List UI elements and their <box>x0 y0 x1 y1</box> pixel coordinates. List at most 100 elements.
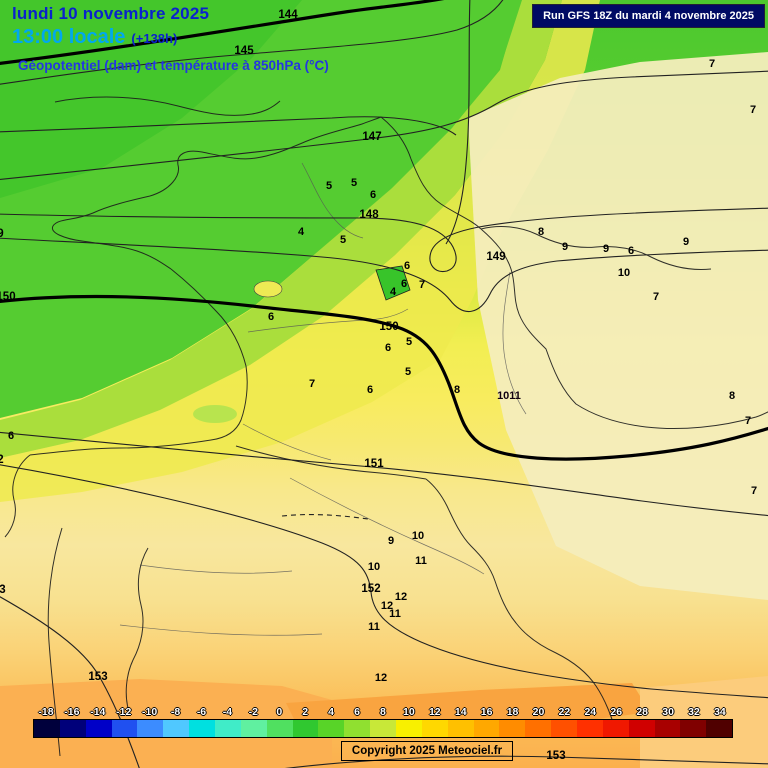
contour-153-south <box>284 755 768 768</box>
temperature-label: 9 <box>387 535 395 547</box>
temperature-label: 11 <box>415 555 427 567</box>
temperature-label: 7 <box>418 279 426 291</box>
colorbar-cell <box>680 720 707 737</box>
geopotential-contour-label: 152 <box>361 583 381 595</box>
colorbar-tick-label: 2 <box>302 706 309 718</box>
geopotential-contour-label: 149 <box>0 228 4 240</box>
temperature-label: 6 <box>7 430 15 442</box>
colorbar-cell <box>318 720 345 737</box>
colorbar-cell <box>628 720 655 737</box>
temperature-label: 6 <box>369 189 377 201</box>
colorbar-cell <box>34 720 60 737</box>
coast-spain-north <box>29 439 212 456</box>
colorbar-tick-label: 18 <box>506 706 519 718</box>
colorbar-tick-label: -16 <box>64 706 80 718</box>
colorbar-tick-label: -6 <box>196 706 207 718</box>
temperature-label: 7 <box>308 378 316 390</box>
contour-151 <box>0 431 768 517</box>
colorbar-tick-label: 10 <box>403 706 415 718</box>
temperature-label: 6 <box>384 342 392 354</box>
colorbar-tick-label: -18 <box>38 706 54 718</box>
colorbar-cell <box>137 720 164 737</box>
colorbar-cell <box>111 720 138 737</box>
temperature-label: 9 <box>682 236 690 248</box>
temperature-label: 5 <box>404 366 412 378</box>
temperature-label: 6 <box>403 260 411 272</box>
temperature-label: 11 <box>368 621 380 633</box>
river-rhone <box>502 271 527 415</box>
colorbar-cell <box>344 720 371 737</box>
border-france-east <box>380 116 482 230</box>
colorbar-cell <box>215 720 241 737</box>
temperature-label: 7 <box>744 415 752 427</box>
geopotential-contour-label: 150 <box>0 291 16 303</box>
temperature-label: 7 <box>749 104 757 116</box>
colorbar-tick-label: 22 <box>558 706 571 718</box>
colorbar-tick-label: 32 <box>688 706 700 718</box>
border-alps <box>480 226 712 270</box>
coast-atlantic <box>170 268 248 441</box>
geopotential-contour-label: 144 <box>278 9 298 21</box>
temperature-label: 6 <box>627 245 635 257</box>
colorbar-cell <box>602 720 629 737</box>
colorbar-cell <box>473 720 500 737</box>
temperature-label: 8 <box>728 390 736 402</box>
colorbar-tick-label: 0 <box>276 706 283 718</box>
run-info-box: Run GFS 18Z du mardi 4 novembre 2025 <box>532 4 765 28</box>
border-pyrenees <box>235 445 427 480</box>
colorbar: -18 -16 -14 -12 -10 -8 -6 -4 -2 0 2 4 6 8 10 12 14 16 18 20… <box>33 706 733 738</box>
temperature-label: 5 <box>350 177 358 189</box>
map-header: lundi 10 novembre 2025 13:00 locale (+138… <box>12 4 329 73</box>
colorbar-tick-label: 24 <box>584 706 597 718</box>
river-ebro <box>289 477 485 575</box>
pressure-label: 1011 <box>497 390 521 402</box>
colorbar-tick-label: 34 <box>714 706 726 718</box>
colorbar-cell <box>163 720 190 737</box>
colorbar-cell <box>499 720 526 737</box>
temperature-label: 8 <box>453 384 461 396</box>
geopotential-contour-label: 149 <box>486 251 506 263</box>
contours-thick-layer <box>0 0 768 461</box>
geopotential-contour-label: 150 <box>379 321 399 333</box>
colorbar-tick-label: 6 <box>354 706 360 718</box>
contour-147 <box>0 70 768 181</box>
temperature-label: 10 <box>617 267 631 279</box>
colorbar-tick-label: 14 <box>454 706 467 718</box>
temperature-label: 12 <box>394 591 408 603</box>
colorbar-cell <box>292 720 319 737</box>
colorbar-cell <box>240 720 267 737</box>
colorbar-scale <box>33 719 733 738</box>
geopotential-contour-label: 153 <box>546 750 566 762</box>
colorbar-tick-label: -8 <box>170 706 181 718</box>
temperature-label: 4 <box>389 286 397 298</box>
coast-liguria <box>480 228 768 430</box>
date-label: lundi 10 novembre 2025 <box>12 4 210 23</box>
temperature-label: 9 <box>602 243 610 255</box>
colorbar-tick-label: 12 <box>428 706 441 718</box>
river-garonne <box>242 423 332 461</box>
colorbar-tick-label: 28 <box>636 706 648 718</box>
colorbar-tick-label: -4 <box>222 706 233 718</box>
border-portugal <box>125 547 149 713</box>
river-seine <box>301 162 364 239</box>
colorbar-tick-label: -12 <box>116 706 132 718</box>
geopotential-contour-label: 151 <box>364 458 384 470</box>
colorbar-tick-label: -14 <box>90 706 106 718</box>
geopotential-contour-label: 147 <box>362 131 382 143</box>
colorbar-cell <box>370 720 397 737</box>
colorbar-tick-label: 4 <box>328 706 335 718</box>
contour-145 <box>0 0 504 85</box>
contour-148 <box>0 207 768 273</box>
colorbar-tick-label: -10 <box>142 706 158 718</box>
temperature-label: 7 <box>708 58 716 70</box>
temperature-label: 9 <box>561 241 569 253</box>
contour-146-west <box>0 116 457 136</box>
temperature-label: 6 <box>400 278 408 290</box>
contour-149 <box>0 237 768 312</box>
copyright-text: Copyright 2025 Meteociel.fr <box>351 745 503 757</box>
colorbar-cell <box>577 720 603 737</box>
coast-england <box>54 96 281 116</box>
colorbar-tick-label: 30 <box>662 706 674 718</box>
